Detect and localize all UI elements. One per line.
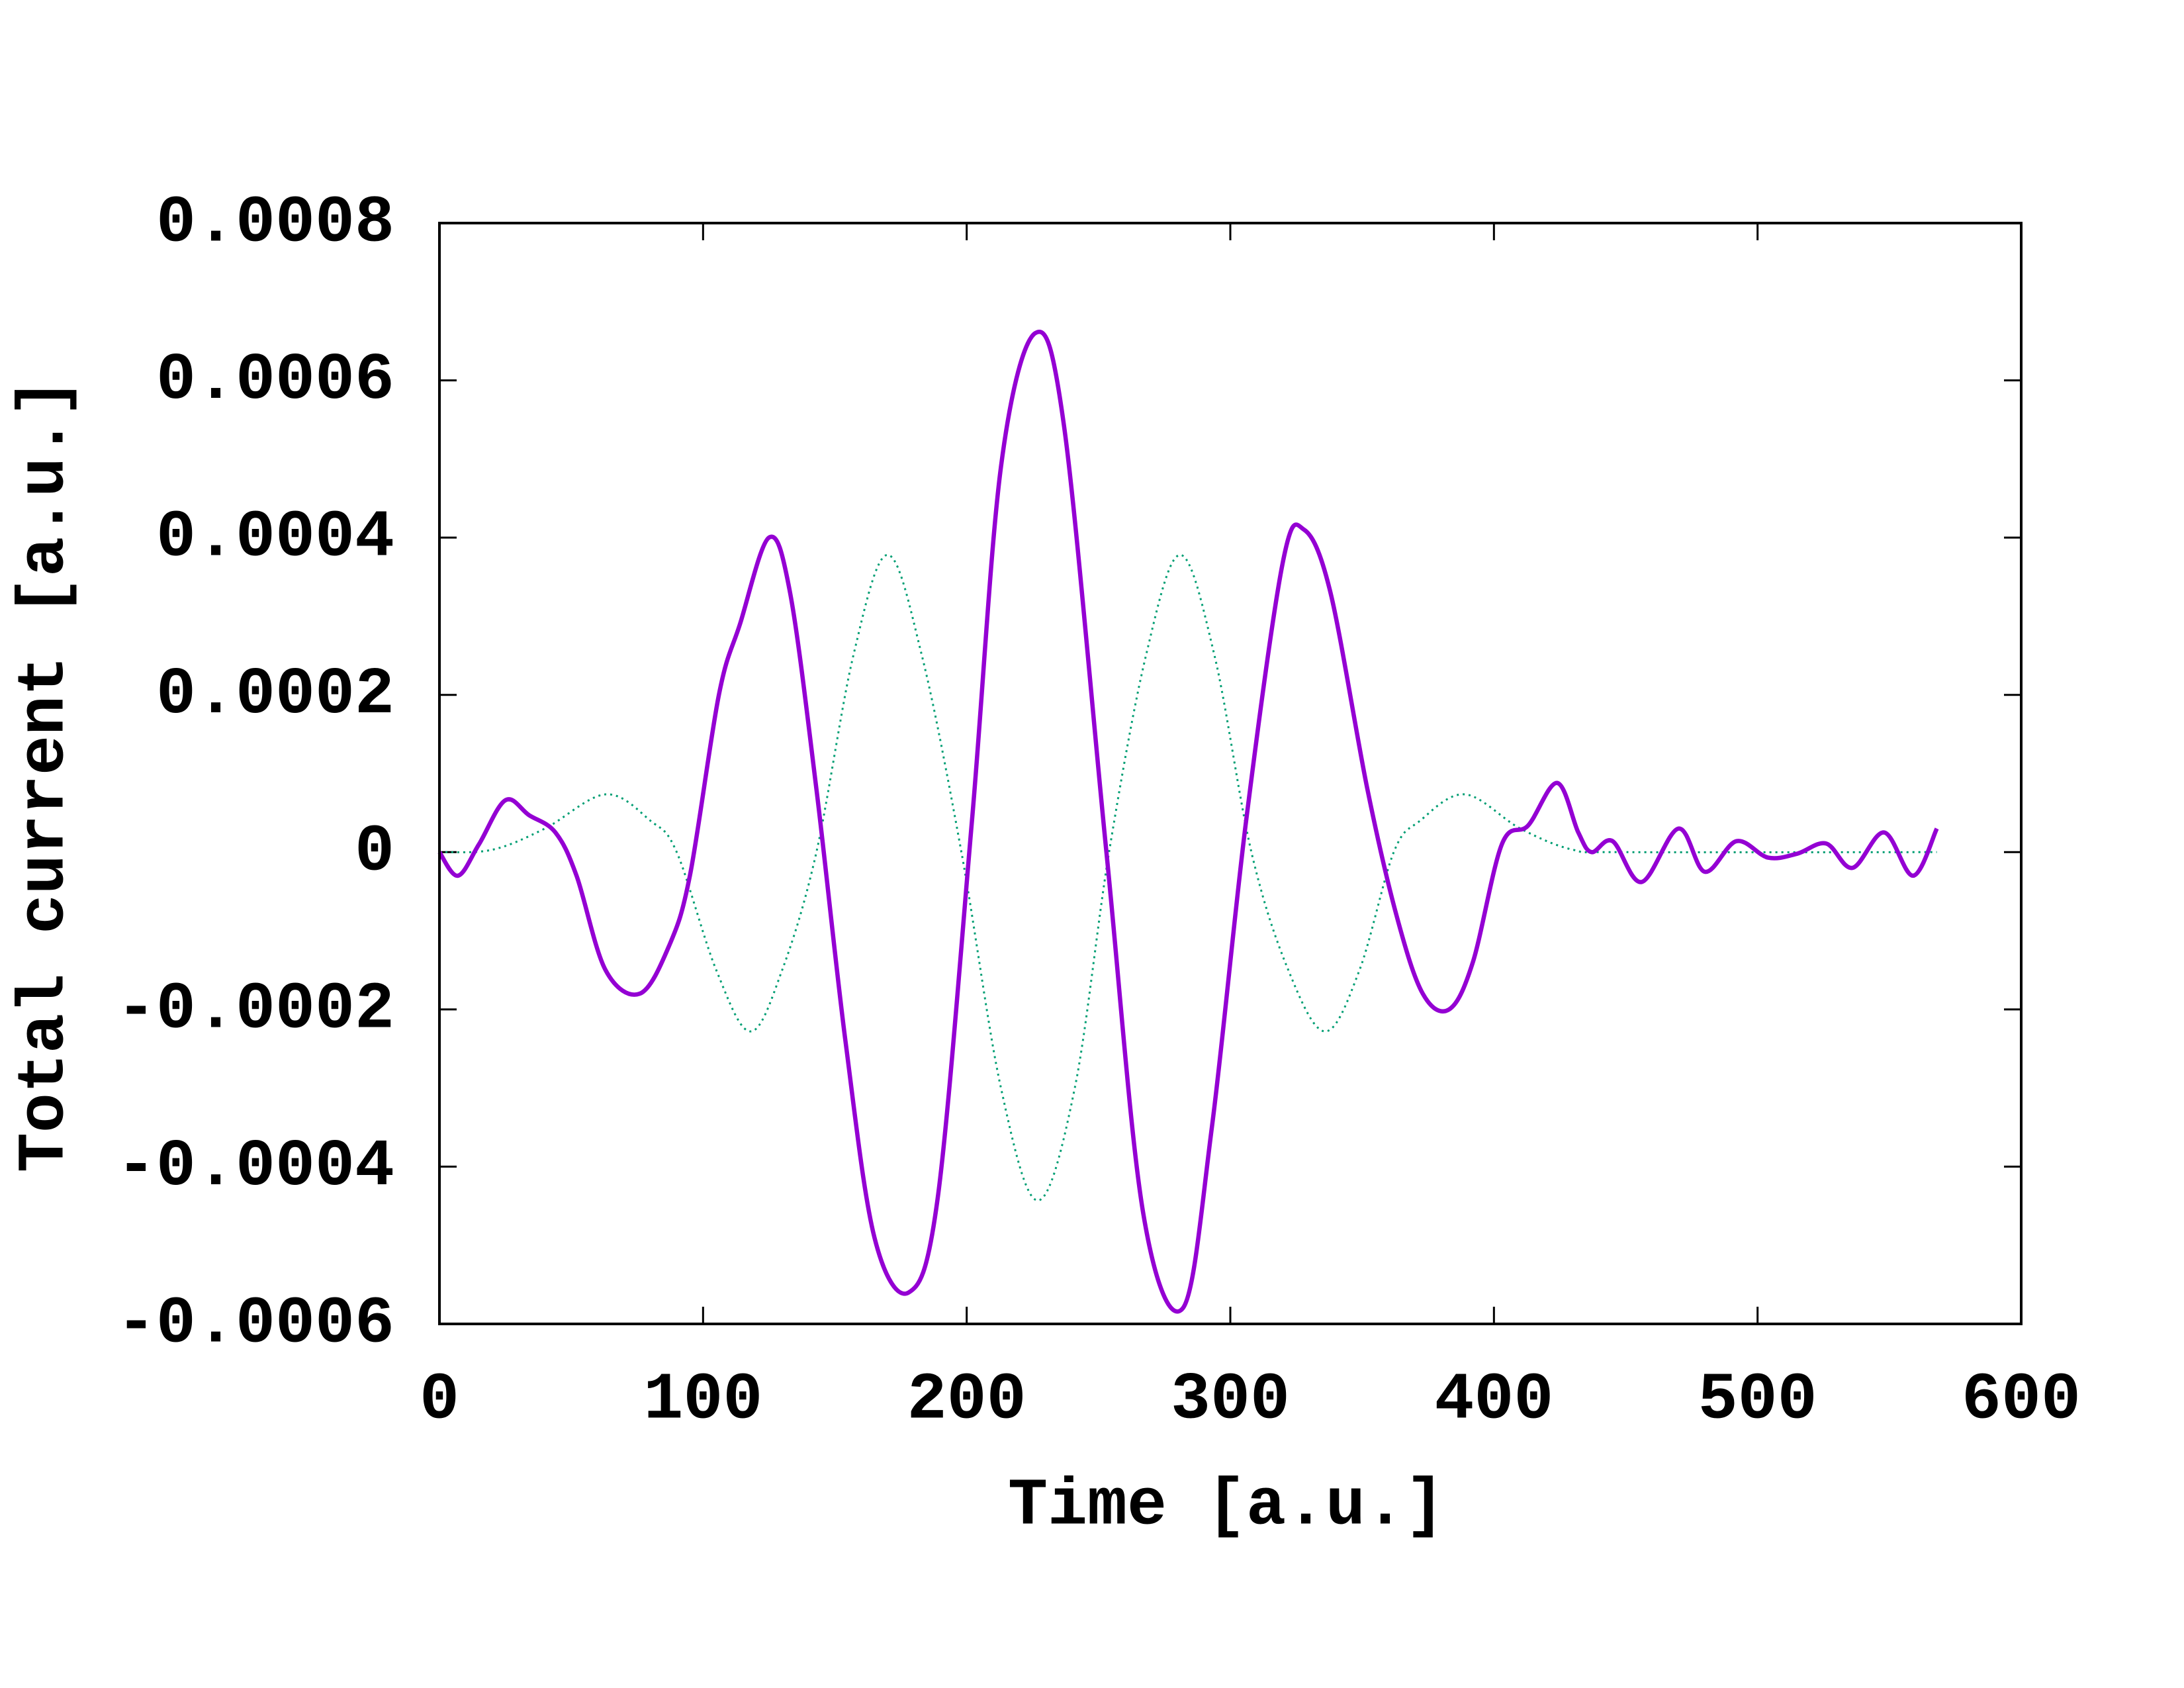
y-tick-label: 0.0002 <box>156 658 394 733</box>
line-series <box>437 330 1939 1314</box>
x-axis-label: Time [a.u.] <box>1008 1469 1445 1544</box>
y-tick-label: -0.0004 <box>116 1130 394 1205</box>
x-tick-label: 0 <box>420 1363 459 1438</box>
x-tick-label: 500 <box>1698 1363 1817 1438</box>
y-tick-label: 0.0008 <box>156 186 394 261</box>
y-tick-label: -0.0002 <box>116 972 394 1047</box>
y-tick-label: 0.0006 <box>156 344 394 418</box>
y-axis-label: Total current [a.u.] <box>8 378 83 1172</box>
plot-frame <box>438 222 2023 1325</box>
y-tick-label: 0 <box>355 816 394 890</box>
x-tick-label: 400 <box>1434 1363 1553 1438</box>
y-tick-label: 0.0004 <box>156 501 394 576</box>
x-tick-label: 100 <box>643 1363 762 1438</box>
y-tick-label: -0.0006 <box>116 1287 394 1362</box>
x-tick-label: 200 <box>907 1363 1026 1438</box>
x-tick-label: 600 <box>1962 1363 2081 1438</box>
line-series <box>439 553 1937 1202</box>
x-tick-label: 300 <box>1171 1363 1290 1438</box>
